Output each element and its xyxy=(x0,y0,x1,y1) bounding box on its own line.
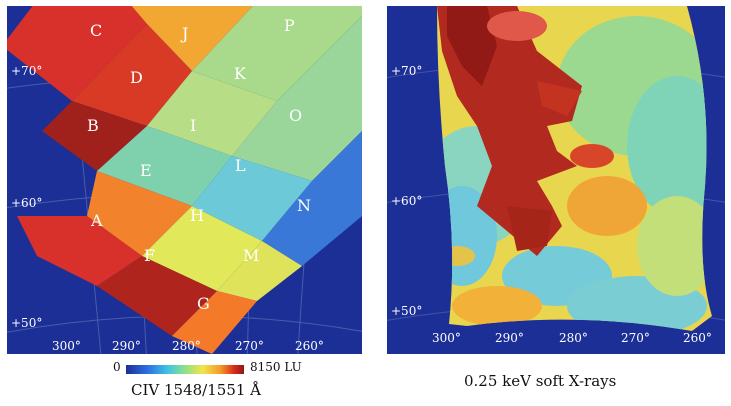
tile-m xyxy=(217,241,302,301)
xray-map-graphic xyxy=(387,6,725,331)
region-label-p: P xyxy=(284,16,295,35)
tile-f xyxy=(97,256,217,336)
region-label-j: J xyxy=(182,24,189,43)
tile-p xyxy=(192,6,362,101)
tile-b xyxy=(42,101,147,171)
region-label-c: C xyxy=(90,21,103,40)
tile-h xyxy=(142,206,262,291)
xray-lon-label-270: 270° xyxy=(621,331,650,345)
xray-lon-label-260: 260° xyxy=(683,331,712,345)
tile-n xyxy=(262,131,362,266)
tile-o xyxy=(232,16,362,181)
tile-a xyxy=(17,216,142,286)
tile-i xyxy=(97,126,232,206)
xray-lat-label-70: +70° xyxy=(391,64,423,78)
lon-label-270: 270° xyxy=(235,339,264,353)
tile-l xyxy=(192,156,312,241)
lon-label-300: 300° xyxy=(52,339,81,353)
lon-label-260: 260° xyxy=(295,339,324,353)
lon-label-290: 290° xyxy=(112,339,141,353)
xray-lat-label-50: +50° xyxy=(391,304,423,318)
civ-map-panel: C J P D K O B I L E H N A M F G +70° +60… xyxy=(7,6,362,354)
lat-label-50: +50° xyxy=(11,316,43,330)
region-label-k: K xyxy=(234,64,246,83)
region-label-e: E xyxy=(140,161,152,180)
region-label-l: L xyxy=(235,156,246,175)
lat-label-60: +60° xyxy=(11,196,43,210)
tile-k xyxy=(147,71,277,156)
xray-lon-label-290: 290° xyxy=(495,331,524,345)
tile-j xyxy=(131,6,253,71)
region-label-n: N xyxy=(297,196,311,215)
colorbar-max-label: 8150 LU xyxy=(250,360,302,374)
civ-map-graphic xyxy=(7,6,362,354)
region-label-a: A xyxy=(91,211,103,230)
xray-lon-label-300: 300° xyxy=(432,331,461,345)
colorbar-min-label: 0 xyxy=(113,360,121,374)
xray-caption: 0.25 keV soft X-rays xyxy=(464,372,617,390)
region-label-b: B xyxy=(87,116,99,135)
region-label-m: M xyxy=(243,246,260,265)
region-label-o: O xyxy=(289,106,303,125)
colorbar xyxy=(126,365,244,374)
xray-lat-label-60: +60° xyxy=(391,194,423,208)
tile-g xyxy=(172,291,257,354)
region-label-f: F xyxy=(144,246,156,265)
region-tiles xyxy=(7,6,362,354)
tile-d xyxy=(72,24,192,126)
civ-caption: CIV 1548/1551 Å xyxy=(131,381,262,399)
xray-lon-label-280: 280° xyxy=(559,331,588,345)
xray-emission-map xyxy=(437,6,712,331)
region-label-g: G xyxy=(197,294,210,313)
tile-c xyxy=(7,6,147,101)
lat-label-70: +70° xyxy=(11,64,43,78)
tile-e xyxy=(87,171,192,256)
lon-label-280: 280° xyxy=(172,339,201,353)
xray-map-panel: +70° +60° +50° 300° 290° 280° 270° 260° xyxy=(387,6,725,354)
region-label-h: H xyxy=(190,206,204,225)
region-label-d: D xyxy=(130,68,143,87)
region-label-i: I xyxy=(190,116,197,135)
